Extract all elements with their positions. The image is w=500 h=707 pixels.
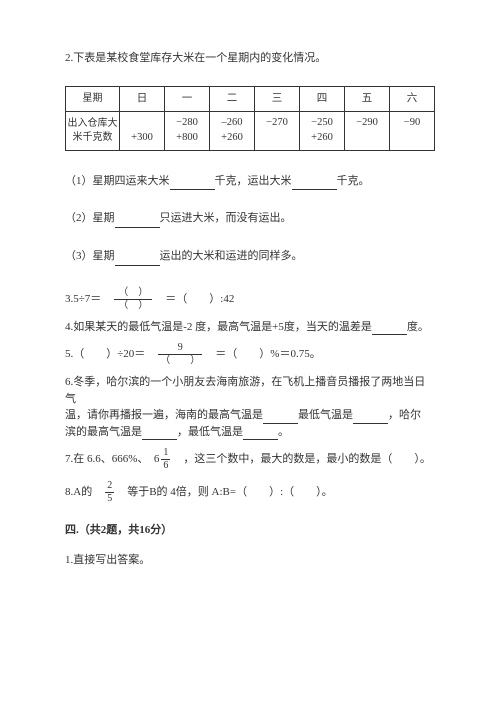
- rice-table: 星期 日 一 二 三 四 五 六 出入仓库大米千克数 +300 −280+800…: [65, 86, 435, 151]
- fraction-q5: 9（ ）: [158, 343, 202, 366]
- blank: [243, 428, 278, 440]
- day-sun: 日: [120, 86, 165, 112]
- day-sat: 六: [390, 86, 435, 112]
- blank: [142, 428, 177, 440]
- day-wed: 三: [255, 86, 300, 112]
- q2-title: 2.下表是某校食堂库存大米在一个星期内的变化情况。: [65, 50, 435, 68]
- header-qty: 出入仓库大米千克数: [66, 112, 120, 150]
- blank: [115, 216, 160, 228]
- question-5: 5.（ ）÷20＝ 9（ ） ＝（ ）%＝0.75。: [65, 343, 435, 366]
- header-day: 星期: [66, 86, 120, 112]
- blank: [170, 178, 215, 190]
- fraction-blank: （ ）（ ）: [114, 288, 152, 311]
- section4-q1: 1.直接写出答案。: [65, 552, 435, 570]
- day-tue: 二: [210, 86, 255, 112]
- q2-sub2: （2）星期只运进大米，而没有运出。: [65, 210, 435, 228]
- blank: [372, 323, 407, 335]
- blank: [263, 412, 298, 424]
- fraction-q8: 25: [105, 481, 114, 504]
- blank: [115, 254, 160, 266]
- cell-sun: +300: [120, 112, 165, 150]
- cell-wed: −270: [255, 112, 300, 150]
- cell-mon: −280+800: [165, 112, 210, 150]
- cell-fri: −290: [345, 112, 390, 150]
- blank: [292, 178, 337, 190]
- cell-tue: –260+260: [210, 112, 255, 150]
- q2-sub3: （3）星期运出的大米和运进的同样多。: [65, 248, 435, 266]
- question-7: 7.在 6.6、666%、 616 ，这三个数中，最大的数是，最小的数是（ ）。: [65, 448, 435, 471]
- question-2: 2.下表是某校食堂库存大米在一个星期内的变化情况。 星期 日 一 二 三 四 五…: [65, 50, 435, 266]
- question-3: 3.5÷7＝ （ ）（ ） ＝（ ）:42: [65, 288, 435, 311]
- blank: [353, 412, 388, 424]
- mixed-fraction: 616: [154, 448, 173, 471]
- question-4: 4.如果某天的最低气温是-2 度，最高气温是+5度，当天的温差是度。: [65, 319, 435, 336]
- question-6: 6.冬季，哈尔滨的一个小朋友去海南旅游，在飞机上播音员播报了两地当日气 温，请你…: [65, 374, 435, 440]
- cell-sat: −90: [390, 112, 435, 150]
- table-header-row: 星期 日 一 二 三 四 五 六: [66, 86, 435, 112]
- day-mon: 一: [165, 86, 210, 112]
- day-thu: 四: [300, 86, 345, 112]
- section-4-header: 四.（共2题，共16分）: [65, 522, 435, 540]
- q2-sub1: （1）星期四运来大米千克，运出大米千克。: [65, 173, 435, 191]
- day-fri: 五: [345, 86, 390, 112]
- cell-thu: −250+260: [300, 112, 345, 150]
- table-data-row: 出入仓库大米千克数 +300 −280+800 –260+260 −270 −2…: [66, 112, 435, 150]
- question-8: 8.A的 25 等于B的 4倍，则 A:B=（ ）:（ ）。: [65, 481, 435, 504]
